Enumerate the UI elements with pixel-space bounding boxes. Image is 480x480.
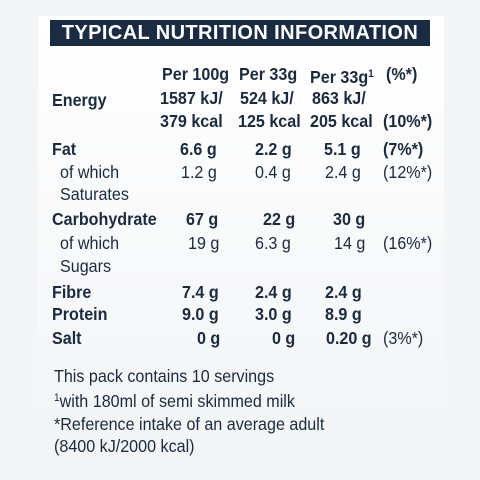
row-label-salt: Salt [52,328,82,348]
fat-per33g: 2.2 g [255,139,292,159]
fat-per100g: 6.6 g [180,139,217,159]
protein-milk: 8.9 g [325,304,362,324]
col-header-per-33g-with-milk: Per 33g1 [310,67,374,87]
protein-per100g: 9.0 g [182,304,219,324]
row-label-sugars: Sugars [60,256,112,276]
sugars-ri: (16%*) [383,233,433,253]
col-header-reference-intake: (%*) [386,64,418,84]
row-label-saturates-prefix: of which [60,162,120,182]
saturates-milk: 2.4 g [325,162,361,182]
row-label-energy: Energy [52,90,107,110]
servings-note: This pack contains 10 servings [54,366,275,386]
reference-intake-values: (8400 kJ/2000 kcal) [54,436,195,456]
energy-milk-kcal: 205 kcal [310,111,373,131]
row-label-sugars-prefix: of which [60,233,120,253]
salt-milk: 0.20 g [326,328,372,348]
fibre-per100g: 7.4 g [182,282,219,302]
milk-note: 1with 180ml of semi skimmed milk [54,391,295,411]
sugars-milk: 14 g [334,233,366,253]
saturates-per100g: 1.2 g [181,162,217,182]
protein-per33g: 3.0 g [255,304,292,324]
row-label-protein: Protein [52,304,108,324]
energy-milk-kj: 863 kJ/ [312,88,366,108]
salt-per100g: 0 g [197,328,221,348]
col-header-per-100g: Per 100g [162,64,230,84]
nutrition-panel [38,16,444,464]
energy-per100g-kcal: 379 kcal [160,111,223,131]
col-header-per-33g: Per 33g [239,64,298,84]
salt-ri: (3%*) [383,328,424,348]
salt-per33g: 0 g [272,328,296,348]
reference-intake-note: *Reference intake of an average adult [54,414,325,434]
fat-milk: 5.1 g [324,139,361,159]
row-label-carbohydrate: Carbohydrate [52,209,157,229]
fat-ri: (7%*) [383,139,424,159]
sugars-per33g: 6.3 g [255,233,291,253]
energy-ri: (10%*) [383,111,433,131]
carbohydrate-per100g: 67 g [186,209,219,229]
energy-per100g-kj: 1587 kJ/ [160,88,223,108]
row-label-fat: Fat [52,139,77,159]
fibre-milk: 2.4 g [325,282,362,302]
energy-per33g-kj: 524 kJ/ [240,88,294,108]
saturates-ri: (12%*) [383,162,433,182]
row-label-saturates: Saturates [60,184,129,204]
carbohydrate-per33g: 22 g [263,209,296,229]
energy-per33g-kcal: 125 kcal [238,111,301,131]
sugars-per100g: 19 g [188,233,220,253]
fibre-per33g: 2.4 g [255,282,292,302]
saturates-per33g: 0.4 g [255,162,291,182]
carbohydrate-milk: 30 g [333,209,366,229]
row-label-fibre: Fibre [52,282,92,302]
table-title: TYPICAL NUTRITION INFORMATION [50,20,430,46]
